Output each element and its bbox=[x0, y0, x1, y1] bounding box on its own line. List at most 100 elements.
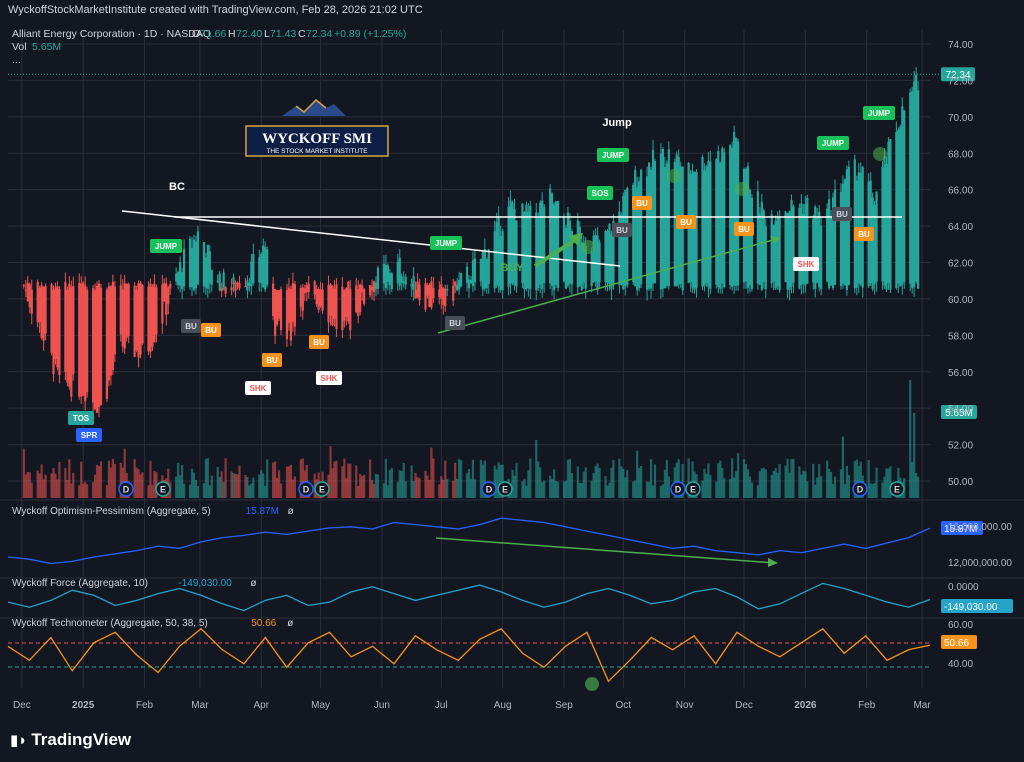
volume-bar bbox=[216, 466, 219, 498]
candle-body bbox=[578, 226, 581, 286]
volume-bar bbox=[78, 485, 81, 498]
volume-bar bbox=[719, 460, 722, 498]
volume-bar bbox=[580, 482, 583, 498]
annotation-badge bbox=[832, 207, 852, 221]
candle-body bbox=[139, 282, 142, 355]
logo-title: WYCKOFF SMI bbox=[262, 131, 372, 147]
time-tick-label: Feb bbox=[858, 700, 876, 711]
candle-body bbox=[839, 191, 843, 286]
divergence-arrow-line bbox=[435, 537, 776, 564]
volume-bar bbox=[875, 467, 878, 498]
candle-body bbox=[723, 152, 726, 287]
indicator-extra: ø bbox=[287, 618, 293, 629]
volume-bar bbox=[859, 461, 862, 498]
volume-bar bbox=[634, 480, 637, 498]
volume-bar bbox=[246, 477, 249, 498]
volume-bar bbox=[612, 460, 615, 498]
volume-bar bbox=[218, 476, 221, 498]
volume-bar bbox=[873, 483, 876, 498]
chart-credit-text: WyckoffStockMarketInstitute created with… bbox=[8, 4, 423, 16]
volume-bar bbox=[495, 469, 498, 498]
candle-body bbox=[640, 169, 643, 285]
annotation-badge bbox=[676, 215, 696, 229]
volume-bar bbox=[556, 481, 560, 498]
candle-body bbox=[454, 281, 457, 287]
volume-bar bbox=[568, 458, 572, 498]
candle-body bbox=[827, 199, 831, 289]
candle-body bbox=[400, 276, 403, 283]
volume-bar bbox=[598, 468, 601, 498]
volume-bar bbox=[40, 464, 43, 498]
earnings-marker-text: E bbox=[690, 485, 696, 495]
volume-bar bbox=[827, 469, 831, 498]
candle-body bbox=[368, 284, 372, 296]
candle-body bbox=[111, 282, 114, 370]
candle-body bbox=[341, 286, 344, 331]
volume-bar bbox=[744, 464, 748, 498]
candle-body bbox=[452, 285, 455, 301]
chart-canvas[interactable]: 72.34 5.65M BC Jump BUY JUMP JUMP JUMP JUMP JUMP… bbox=[0, 20, 1024, 722]
candle-body bbox=[709, 161, 712, 289]
earnings-marker-text: D bbox=[303, 485, 310, 495]
volume-bar bbox=[790, 459, 793, 498]
indicator-badge-text: 15.87M bbox=[944, 524, 977, 535]
candle-body bbox=[52, 289, 55, 375]
candle-body bbox=[402, 281, 405, 284]
candle-body bbox=[398, 257, 401, 286]
candle-body bbox=[264, 247, 267, 290]
candle-body bbox=[307, 283, 310, 293]
candle-body bbox=[382, 263, 386, 284]
volume-bar bbox=[343, 458, 346, 498]
candle-body bbox=[246, 280, 249, 291]
volume-bar bbox=[36, 470, 39, 498]
volume-bar bbox=[624, 477, 627, 498]
price-tick-label: 68.00 bbox=[948, 149, 973, 160]
candle-body bbox=[347, 281, 350, 322]
volume-bar bbox=[208, 485, 211, 498]
volume-bar bbox=[665, 459, 668, 498]
candle-body bbox=[691, 170, 694, 288]
volume-bar bbox=[194, 479, 198, 498]
volume-bar bbox=[687, 458, 690, 498]
volume-bar bbox=[234, 473, 237, 498]
volume-bar bbox=[493, 465, 496, 498]
candle-body bbox=[636, 187, 639, 290]
candle-body bbox=[258, 257, 261, 283]
candle-body bbox=[802, 213, 805, 284]
ohlc-change: +0.89 (+1.25%) bbox=[334, 28, 406, 40]
candle-body bbox=[899, 126, 902, 287]
volume-bar bbox=[543, 480, 546, 498]
candle-body bbox=[845, 169, 849, 291]
candle-body bbox=[125, 283, 128, 338]
volume-bar bbox=[264, 485, 267, 498]
candle-body bbox=[424, 283, 427, 310]
volume-bar bbox=[133, 459, 136, 498]
tradingview-logo[interactable]: ▮◗ TradingView bbox=[10, 730, 131, 750]
candle-body bbox=[829, 216, 833, 286]
price-tick-label: 64.00 bbox=[948, 222, 973, 233]
volume-bar bbox=[84, 481, 87, 498]
candle-body bbox=[552, 204, 556, 291]
volume-bar bbox=[465, 473, 469, 498]
candle-body bbox=[68, 284, 71, 387]
time-tick-label: Dec bbox=[735, 700, 753, 711]
volume-bar bbox=[386, 485, 389, 498]
candle-body bbox=[216, 280, 219, 282]
candle-body bbox=[618, 211, 621, 286]
annotation-badge bbox=[181, 319, 201, 333]
volume-bar bbox=[764, 469, 767, 498]
annotation-badge-text: BU bbox=[738, 225, 750, 234]
volume-bar bbox=[471, 459, 475, 498]
volume-bar bbox=[758, 471, 761, 498]
volume-bar bbox=[871, 484, 874, 498]
indicator-tick-label: 60.00 bbox=[948, 620, 973, 631]
volume-bar bbox=[570, 472, 573, 498]
candle-body bbox=[188, 238, 192, 288]
candle-body bbox=[84, 285, 87, 402]
candle-body bbox=[272, 283, 275, 316]
candle-body bbox=[493, 231, 496, 289]
more-options-dots[interactable]: ... bbox=[12, 54, 21, 66]
annotation-badge-text: SHK bbox=[250, 384, 267, 393]
candle-body bbox=[717, 151, 720, 288]
volume-bar bbox=[818, 464, 821, 498]
